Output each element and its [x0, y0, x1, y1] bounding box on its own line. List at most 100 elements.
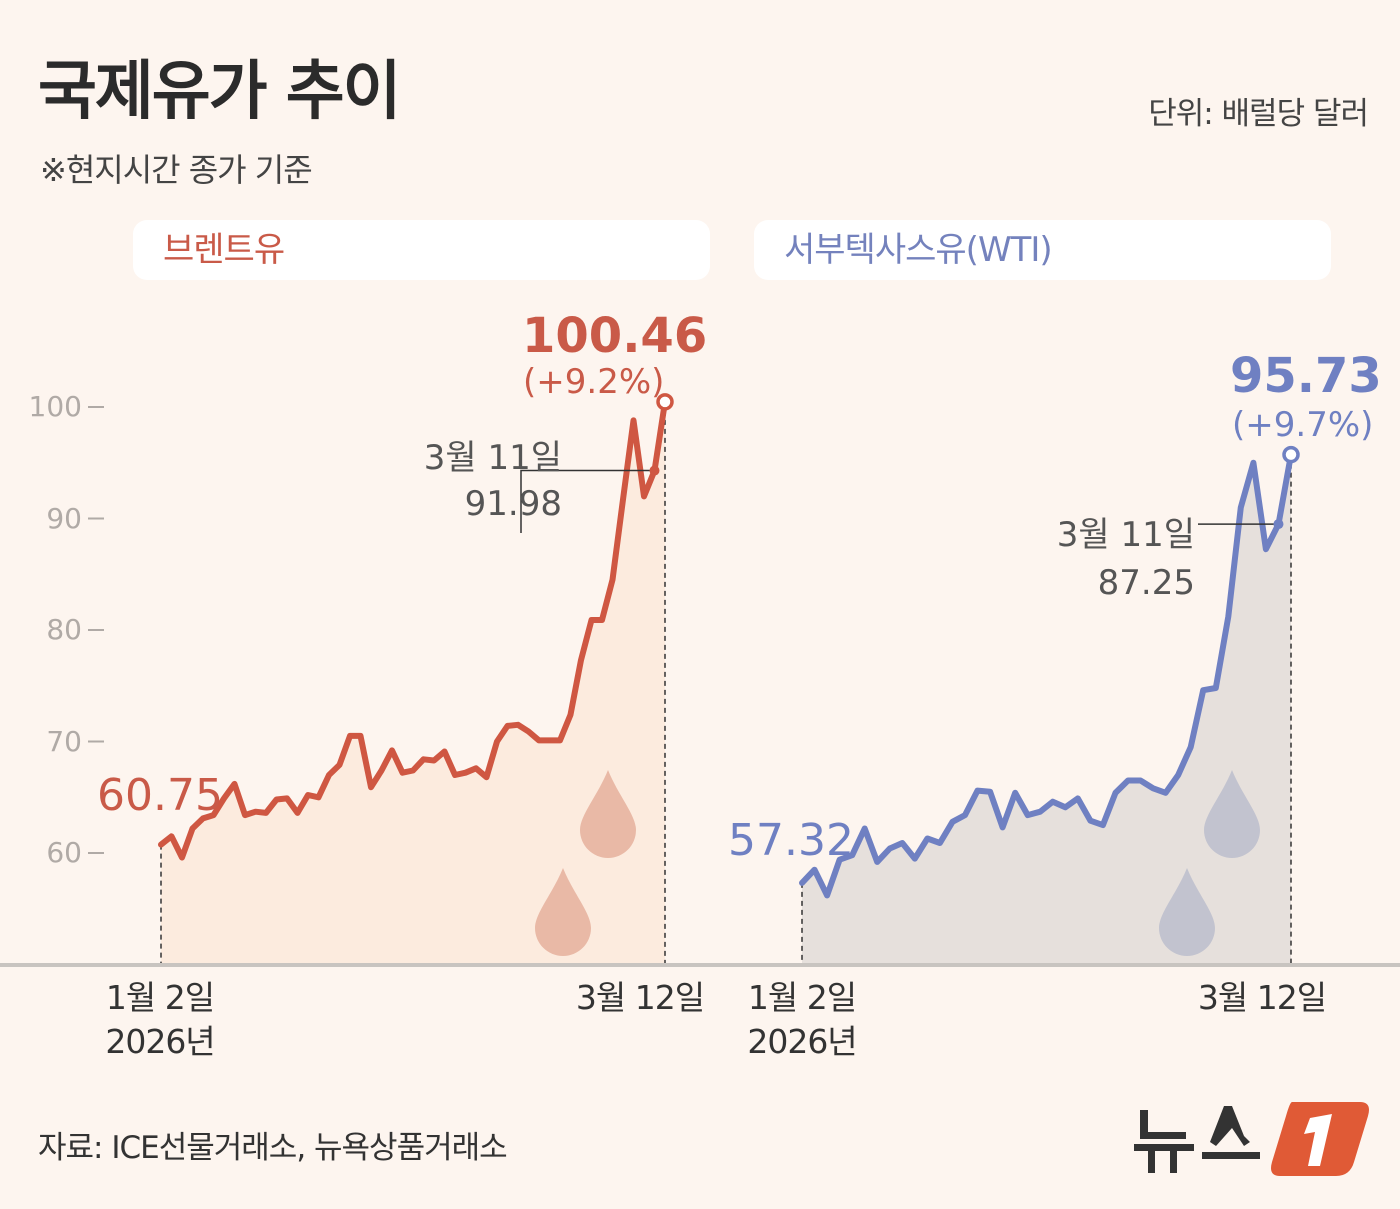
brent-data-point	[348, 734, 352, 738]
brent-data-point	[569, 713, 572, 717]
wti-data-point	[963, 813, 967, 817]
brent-data-point	[191, 826, 194, 830]
unit-label: 단위: 배럴당 달러	[1148, 96, 1369, 132]
brent-x-start-date: 1월 2일	[105, 978, 215, 1017]
brent-data-point	[590, 618, 593, 622]
brent-data-point	[317, 795, 320, 799]
wti-data-point	[1076, 796, 1080, 800]
brent-end-change: (+9.2%)	[523, 362, 665, 402]
wti-data-point	[1063, 805, 1067, 809]
brent-data-point	[453, 773, 457, 777]
wti-data-point	[1201, 688, 1205, 692]
wti-data-point	[1139, 779, 1143, 783]
brent-data-point	[359, 734, 362, 738]
oil-drop-icon	[580, 770, 636, 858]
brent-data-point	[212, 813, 215, 817]
page-title: 국제유가 추이	[38, 55, 402, 129]
brent-data-point	[516, 723, 520, 727]
oil-drop-icon	[1159, 868, 1215, 956]
wti-x-end-date: 3월 12일	[1197, 978, 1327, 1017]
brent-data-point	[537, 738, 541, 742]
brent-data-point	[327, 773, 331, 777]
brent-end-value: 100.46	[522, 308, 708, 364]
brent-data-point	[474, 766, 478, 770]
brent-data-point	[600, 618, 604, 622]
brent-data-point	[422, 757, 425, 761]
brent-data-point	[233, 782, 236, 786]
wti-data-point	[1151, 786, 1155, 790]
wti-data-point	[1026, 813, 1030, 817]
brent-data-point	[306, 793, 310, 797]
page-subtitle: ※현지시간 종가 기준	[40, 151, 313, 189]
wti-data-point	[1239, 505, 1243, 509]
brent-x-end-date: 3월 12일	[575, 978, 705, 1017]
wti-end-change: (+9.7%)	[1232, 405, 1374, 445]
y-tick-label: 80	[46, 613, 82, 646]
y-tick-label: 60	[46, 836, 82, 869]
oil-drop-icon	[535, 868, 591, 956]
brent-data-point	[296, 811, 299, 815]
brent-data-point	[285, 796, 289, 800]
brent-data-point	[180, 855, 184, 859]
wti-area-fill	[802, 454, 1291, 963]
wti-data-point	[950, 820, 954, 824]
wti-data-point	[1176, 773, 1180, 777]
wti-data-point	[1226, 615, 1230, 619]
brent-data-point	[611, 578, 614, 582]
wti-data-point	[875, 860, 879, 864]
brent-data-point	[558, 738, 562, 742]
wti-data-point	[863, 826, 867, 830]
wti-data-point	[1251, 461, 1255, 465]
wti-data-point	[925, 837, 929, 841]
wti-data-point	[1214, 686, 1218, 690]
brent-data-point	[264, 811, 268, 815]
wti-data-point	[938, 841, 942, 845]
wti-data-point	[1088, 819, 1092, 823]
brent-data-point	[338, 763, 341, 767]
wti-data-point	[976, 789, 980, 793]
wti-panel-title: 서부텍사스유(WTI)	[754, 220, 1331, 280]
news1-logo	[1132, 1092, 1372, 1182]
y-tick-label: 100	[28, 390, 82, 423]
brent-data-point	[201, 816, 205, 820]
source-note: 자료: ICE선물거래소, 뉴욕상품거래소	[38, 1130, 508, 1166]
wti-data-point	[900, 841, 904, 845]
wti-end-value: 95.73	[1230, 348, 1382, 404]
wti-data-point	[1189, 745, 1193, 749]
brent-area-fill	[161, 401, 665, 963]
wti-data-point	[1126, 779, 1130, 783]
wti-annotation-date: 3월 11일	[1056, 515, 1195, 555]
brent-data-point	[579, 658, 583, 662]
wti-annotation-value: 87.25	[1097, 563, 1195, 603]
wti-data-point	[850, 853, 854, 857]
wti-start-value: 57.32	[728, 815, 854, 866]
brent-data-point	[642, 494, 646, 498]
oil-drop-icon	[1204, 770, 1260, 858]
brent-data-point	[159, 843, 163, 847]
wti-data-point	[1051, 800, 1055, 804]
wti-data-point	[1038, 810, 1042, 814]
wti-x-start-date: 1월 2일	[747, 978, 857, 1017]
brent-end-marker	[656, 393, 674, 411]
wti-data-point	[988, 790, 992, 794]
brent-data-point	[369, 785, 373, 789]
wti-data-point	[1164, 791, 1168, 795]
wti-data-point	[1013, 791, 1017, 795]
brent-data-point	[390, 748, 394, 752]
brent-data-point	[380, 768, 383, 772]
brent-annotation-leader	[520, 469, 655, 533]
brent-data-point	[632, 418, 635, 422]
brent-data-point	[485, 775, 488, 779]
brent-x-start-year: 2026년	[105, 1022, 215, 1061]
brent-data-point	[506, 724, 509, 728]
brent-data-point	[495, 740, 499, 743]
wti-price-line	[799, 451, 1294, 899]
brent-data-point	[548, 738, 551, 742]
brent-data-point	[401, 771, 404, 775]
wti-annotation-marker	[1273, 519, 1284, 530]
wti-data-point	[913, 857, 917, 861]
brent-data-point	[411, 768, 415, 772]
brent-data-point	[170, 834, 173, 838]
wti-data-point	[888, 847, 892, 851]
